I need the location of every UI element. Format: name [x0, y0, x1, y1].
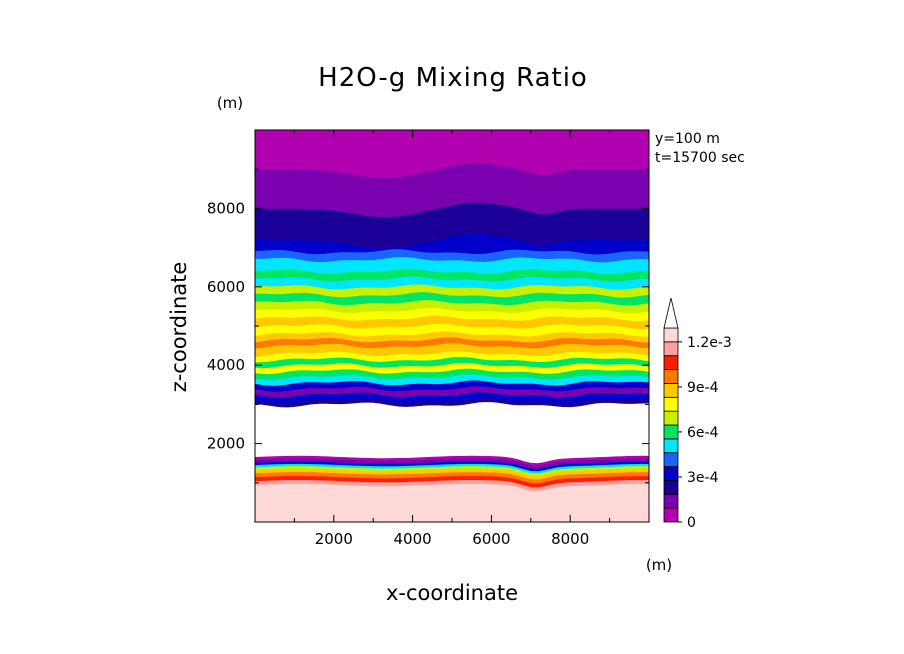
y-axis: 2000 4000 6000 8000 [207, 168, 649, 484]
colorbar-label-0: 0 [687, 515, 696, 531]
colorbar-swatch-7 [663, 410, 679, 426]
y-tick-label-1: 4000 [207, 356, 245, 374]
y-axis-unit: (m) [217, 94, 243, 112]
colorbar-swatch-12 [663, 341, 679, 357]
colorbar-extend-arrow [663, 297, 679, 329]
x-tick-label-0: 2000 [315, 530, 353, 548]
colorbar-swatch-11 [663, 355, 679, 370]
colorbar-swatch-4 [663, 452, 679, 467]
chart-title: H2O-g Mixing Ratio [318, 63, 588, 93]
contour-field [254, 129, 650, 523]
colorbar-swatch-9 [663, 383, 679, 398]
y-tick-label-0: 2000 [207, 435, 245, 453]
colorbar-label-3: 9e-4 [687, 380, 719, 396]
colorbar-swatch-8 [663, 396, 679, 412]
colorbar-label-1: 3e-4 [687, 470, 719, 486]
y-axis-label: z-coordinate [167, 262, 191, 393]
colorbar-swatch-0 [663, 507, 679, 523]
colorbar-swatch-6 [663, 424, 679, 440]
y-tick-label-2: 6000 [207, 278, 245, 296]
colorbar: 0 3e-4 6e-4 9e-4 1.2e-3 [663, 297, 732, 531]
colorbar-swatch-1 [663, 493, 679, 509]
annotation-t: t=15700 sec [655, 150, 745, 166]
y-tick-label-3: 8000 [207, 199, 245, 217]
colorbar-swatch-3 [663, 466, 679, 481]
x-axis-unit: (m) [646, 556, 672, 574]
x-tick-label-3: 8000 [551, 530, 589, 548]
colorbar-swatch-5 [663, 438, 679, 454]
contour-band-0 [254, 483, 650, 523]
colorbar-label-4: 1.2e-3 [687, 335, 732, 351]
colorbar-swatch-13 [663, 327, 679, 343]
annotation-y: y=100 m [655, 131, 720, 147]
x-tick-label-1: 4000 [394, 530, 432, 548]
x-axis-label: x-coordinate [386, 581, 518, 605]
x-tick-label-2: 6000 [472, 530, 510, 548]
x-axis: 2000 4000 6000 8000 [293, 130, 611, 548]
colorbar-swatch-10 [663, 369, 679, 384]
colorbar-swatch-2 [663, 480, 679, 495]
colorbar-label-2: 6e-4 [687, 425, 719, 441]
